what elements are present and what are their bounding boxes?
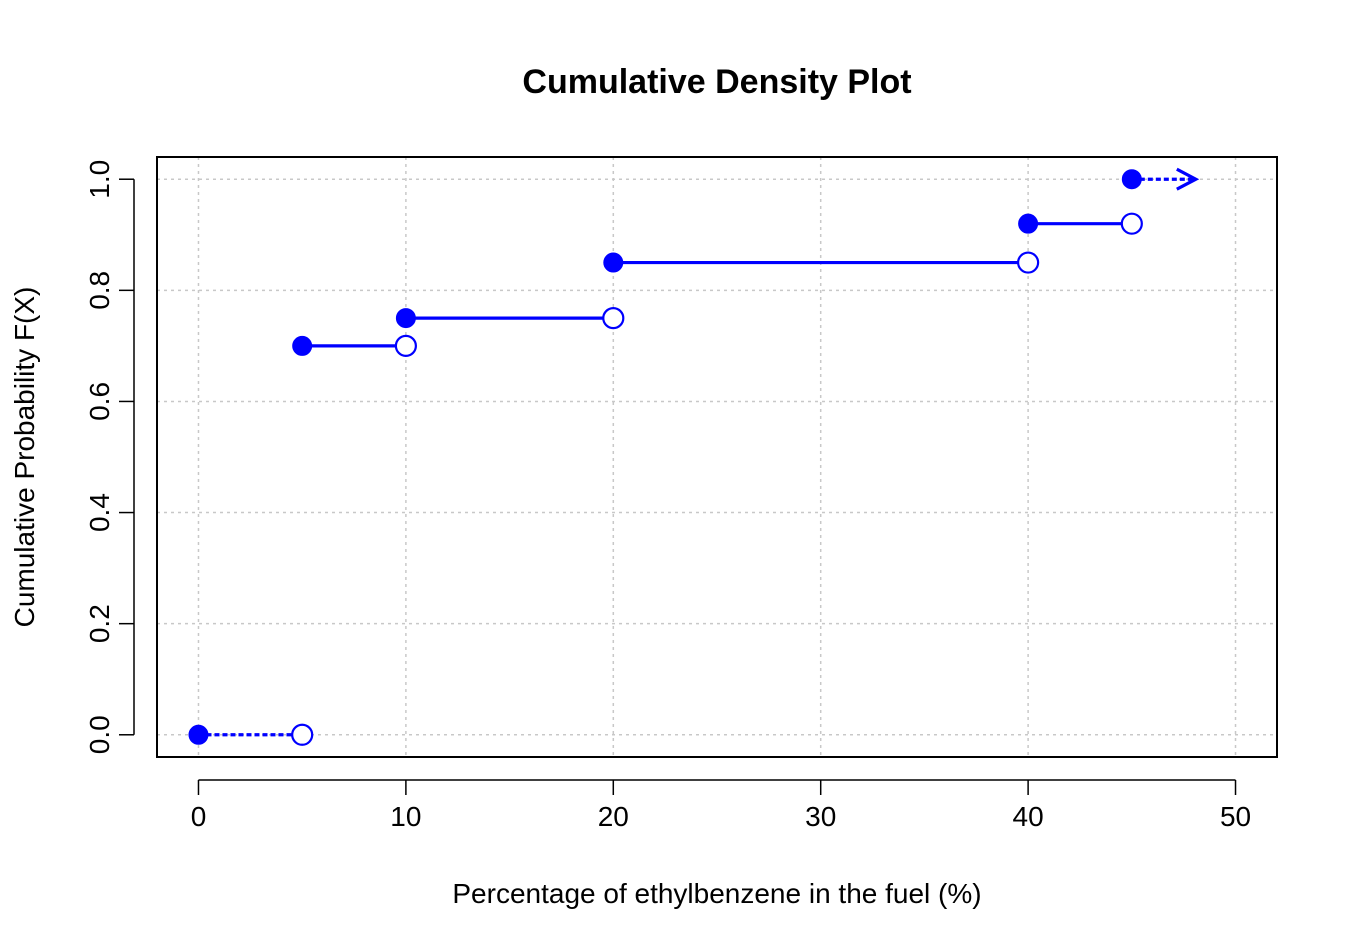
open-point [602,307,625,330]
y-tick-label: 0.2 [84,604,115,643]
x-tick-label: 40 [1013,801,1044,832]
continuation-arrow [1176,167,1200,191]
open-point [394,334,417,357]
y-tick-label: 0.8 [84,271,115,310]
y-axis: 0.0 0.2 0.4 0.6 0.8 1.0 [84,160,135,754]
step-series [188,167,1200,746]
x-tick-label: 50 [1220,801,1251,832]
open-point [1120,212,1143,235]
y-tick-label: 0.6 [84,382,115,421]
open-point [1017,251,1040,274]
closed-point [1121,169,1142,190]
x-tick-label: 20 [598,801,629,832]
plot-frame [156,156,1278,758]
y-tick-label: 0.4 [84,493,115,532]
x-tick-label: 0 [191,801,207,832]
open-point [291,723,314,746]
y-axis-label: Cumulative Probability F(X) [9,287,40,628]
closed-point [292,335,313,356]
x-axis: 0 10 20 30 40 50 [191,779,1251,832]
closed-point [1018,213,1039,234]
x-axis-label: Percentage of ethylbenzene in the fuel (… [452,878,981,909]
closed-point [603,252,624,273]
closed-point [395,308,416,329]
y-tick-label: 1.0 [84,160,115,199]
closed-point [188,724,209,745]
x-tick-label: 10 [390,801,421,832]
y-tick-label: 0.0 [84,715,115,754]
x-tick-label: 30 [805,801,836,832]
chart-title: Cumulative Density Plot [522,63,911,101]
grid-lines [157,157,1277,757]
